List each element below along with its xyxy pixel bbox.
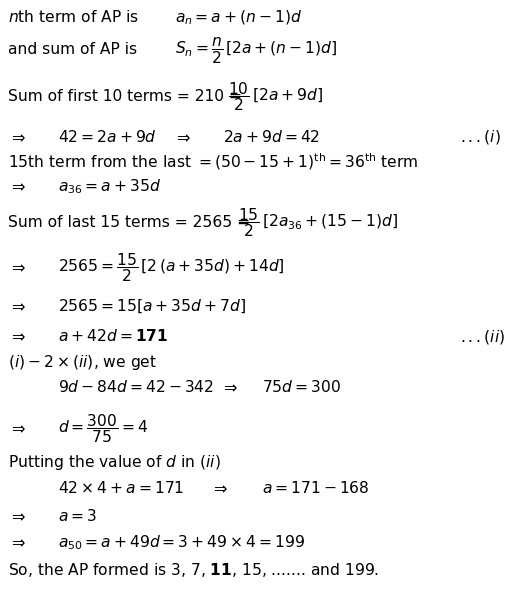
Text: $42 = 2a + 9d$: $42 = 2a + 9d$ [58,129,157,145]
Text: Sum of first 10 terms = 210 =: Sum of first 10 terms = 210 = [8,89,242,104]
Text: $a = 171 - 168$: $a = 171 - 168$ [262,480,370,496]
Text: 15th term from the last $= (50 - 15 + 1)^{\rm th} = 36^{\rm th}$ term: 15th term from the last $= (50 - 15 + 1)… [8,151,418,171]
Text: $a_n = a + (n-1)d$: $a_n = a + (n-1)d$ [175,8,302,27]
Text: $...(ii)$: $...(ii)$ [460,328,505,346]
Text: $\Rightarrow$: $\Rightarrow$ [8,535,26,550]
Text: $\Rightarrow$: $\Rightarrow$ [8,260,26,275]
Text: $\Rightarrow$: $\Rightarrow$ [8,130,26,145]
Text: and sum of AP is: and sum of AP is [8,42,137,57]
Text: $a = 3$: $a = 3$ [58,508,97,524]
Text: Putting the value of $d$ in $(ii)$: Putting the value of $d$ in $(ii)$ [8,453,221,472]
Text: $\Rightarrow$: $\Rightarrow$ [8,329,26,344]
Text: $n$th term of AP is: $n$th term of AP is [8,9,139,25]
Text: $d = \dfrac{300}{75} = 4$: $d = \dfrac{300}{75} = 4$ [58,412,149,445]
Text: $\dfrac{15}{2}\,[2a_{36} + (15-1)d]$: $\dfrac{15}{2}\,[2a_{36} + (15-1)d]$ [238,206,398,239]
Text: So, the AP formed is 3, 7, $\mathbf{11}$, 15, ....... and 199.: So, the AP formed is 3, 7, $\mathbf{11}$… [8,561,379,579]
Text: Sum of last 15 terms = 2565 =: Sum of last 15 terms = 2565 = [8,215,250,230]
Text: $a_{50} = a + 49d = 3 + 49 \times 4 = 199$: $a_{50} = a + 49d = 3 + 49 \times 4 = 19… [58,533,305,552]
Text: $\Rightarrow$: $\Rightarrow$ [173,130,191,145]
Text: $\dfrac{10}{2}\,[2a + 9d]$: $\dfrac{10}{2}\,[2a + 9d]$ [228,80,323,113]
Text: $75d = 300$: $75d = 300$ [262,379,341,395]
Text: $a_{36} = a + 35d$: $a_{36} = a + 35d$ [58,177,161,196]
Text: $\Rightarrow$: $\Rightarrow$ [8,299,26,314]
Text: $2565 = \dfrac{15}{2}\,[2\,(a + 35d) + 14d]$: $2565 = \dfrac{15}{2}\,[2\,(a + 35d) + 1… [58,251,285,284]
Text: $a + 42d = \mathbf{171}$: $a + 42d = \mathbf{171}$ [58,328,169,344]
Text: $2a + 9d = 42$: $2a + 9d = 42$ [223,129,320,145]
Text: $\Rightarrow$: $\Rightarrow$ [210,481,228,496]
Text: $\Rightarrow$: $\Rightarrow$ [220,380,238,395]
Text: $\Rightarrow$: $\Rightarrow$ [8,509,26,524]
Text: $S_n = \dfrac{n}{2}\,[2a + (n-1)d]$: $S_n = \dfrac{n}{2}\,[2a + (n-1)d]$ [175,36,338,66]
Text: $42 \times 4 + a = 171$: $42 \times 4 + a = 171$ [58,480,184,496]
Text: $\Rightarrow$: $\Rightarrow$ [8,179,26,194]
Text: $9d - 84d = 42 - 342$: $9d - 84d = 42 - 342$ [58,379,214,395]
Text: $...(i)$: $...(i)$ [460,128,501,146]
Text: $\Rightarrow$: $\Rightarrow$ [8,421,26,436]
Text: $2565 = 15[a + 35d + 7d]$: $2565 = 15[a + 35d + 7d]$ [58,298,246,315]
Text: $(i) - 2 \times (ii)$, we get: $(i) - 2 \times (ii)$, we get [8,353,157,372]
